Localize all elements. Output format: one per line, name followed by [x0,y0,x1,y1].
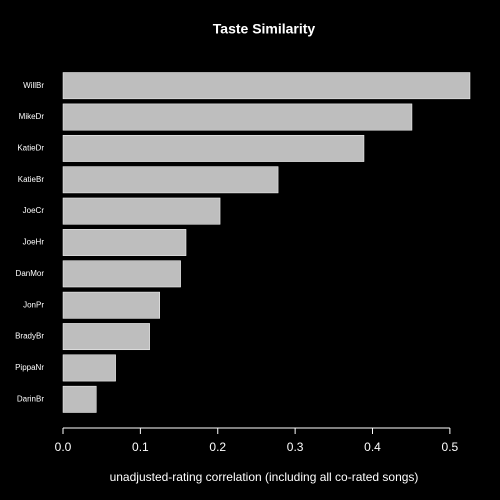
y-tick-label: JoeCr [23,206,45,215]
x-tick-label: 0.1 [132,440,149,454]
bar [62,134,365,162]
bar [62,72,471,100]
y-tick-label: JonPr [23,300,44,309]
bar [62,385,97,413]
x-tick-label: 0.0 [55,440,72,454]
y-tick-label: KatieBr [18,175,45,184]
y-tick-label: BradyBr [15,332,44,341]
bar [62,229,187,256]
bar [62,103,413,131]
y-tick-label: KatieDr [17,144,44,153]
x-tick-label: 0.4 [364,440,381,454]
y-tick-label: DarinBr [17,394,44,403]
y-tick-label: PippaNr [15,363,44,372]
chart-title: Taste Similarity [213,21,316,37]
bar [62,166,279,194]
y-tick-label: DanMor [16,269,45,278]
x-tick-label: 0.3 [287,440,304,454]
bar [62,260,181,288]
x-tick-label: 0.2 [209,440,226,454]
bar [62,354,116,382]
bar [62,323,150,351]
x-tick-label: 0.5 [442,440,459,454]
bar [62,197,221,225]
y-tick-label: JoeHr [23,238,45,247]
y-tick-label: WillBr [23,81,44,90]
bar [62,291,160,319]
y-tick-label: MikeDr [19,112,45,121]
x-axis-label: unadjusted-rating correlation (including… [110,470,419,484]
